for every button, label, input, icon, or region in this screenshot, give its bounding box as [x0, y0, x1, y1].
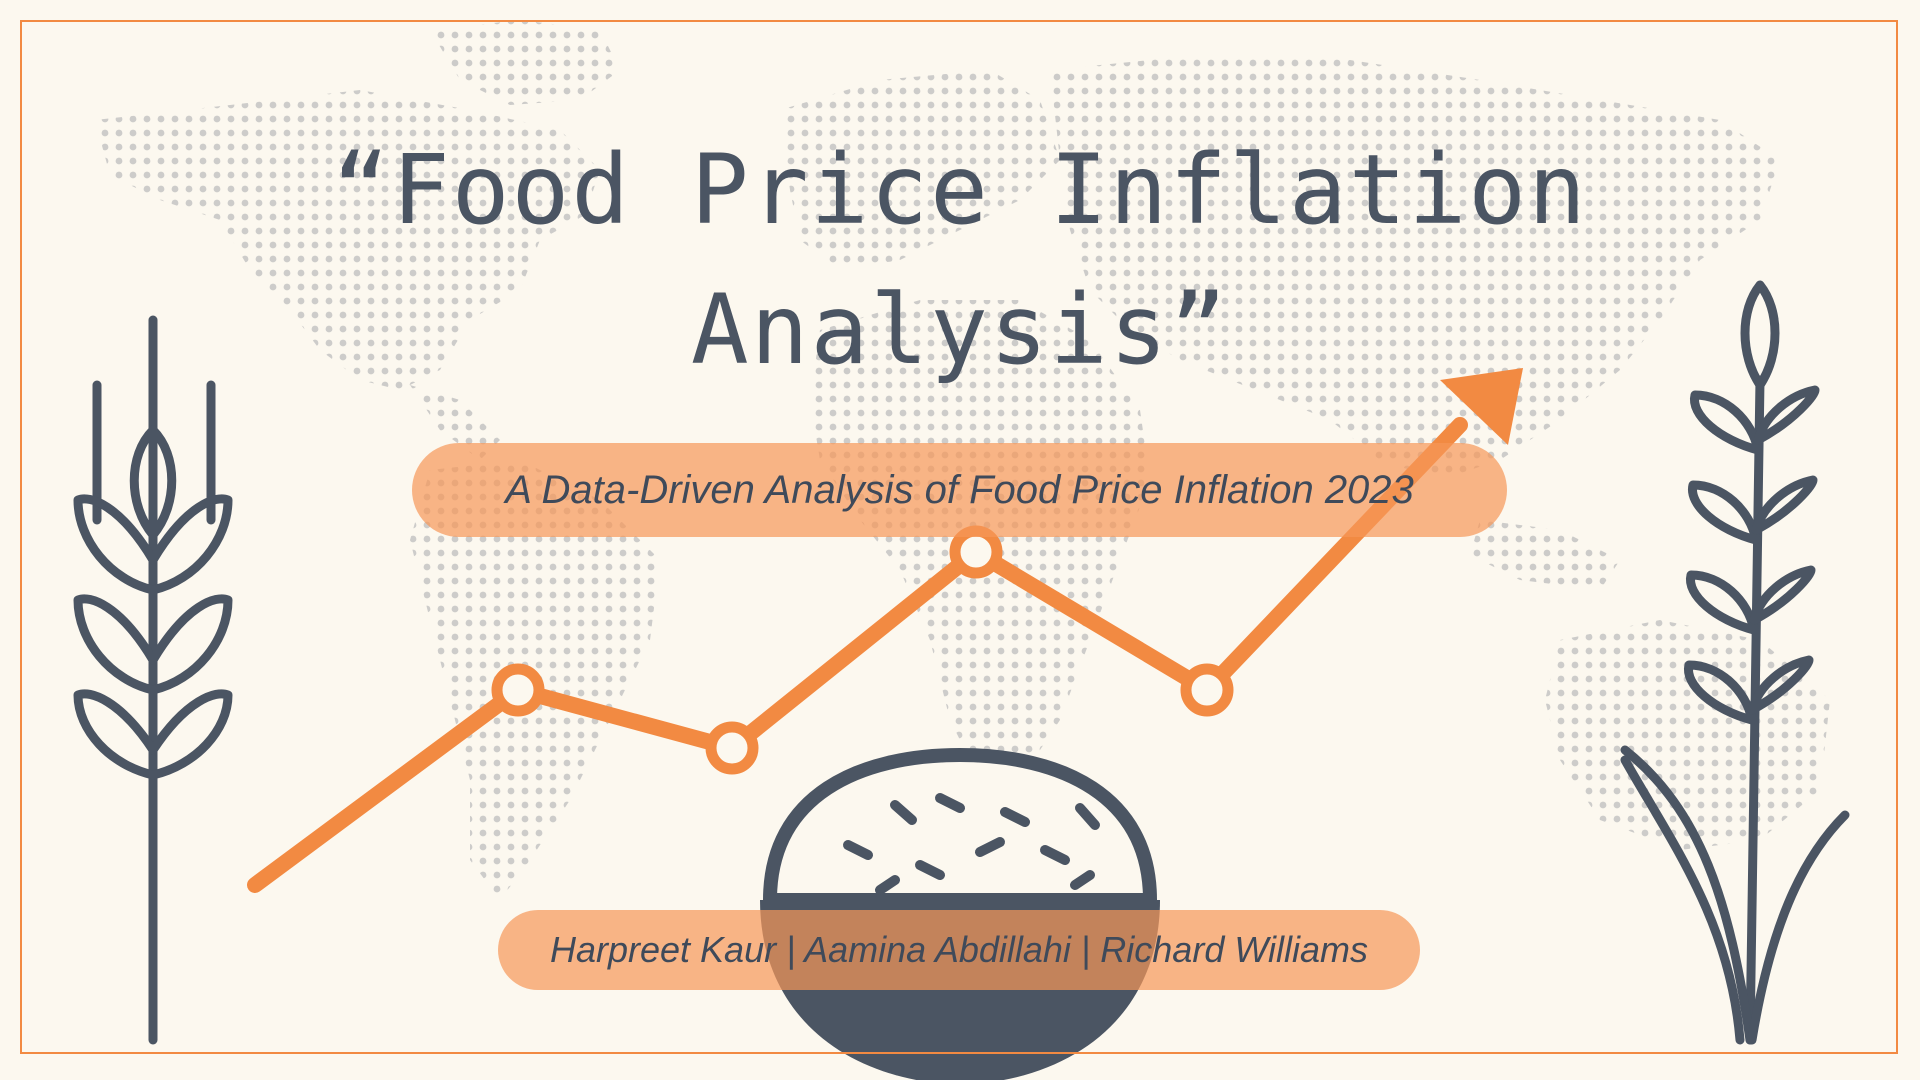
slide-title: “Food Price Inflation Analysis” [0, 120, 1920, 400]
title-line-1: “Food Price Inflation [332, 134, 1588, 246]
subtitle-text: A Data-Driven Analysis of Food Price Inf… [505, 467, 1414, 512]
authors-banner: Harpreet Kaur | Aamina Abdillahi | Richa… [498, 910, 1420, 990]
authors-text: Harpreet Kaur | Aamina Abdillahi | Richa… [549, 929, 1368, 970]
wheat-stalk-icon [73, 315, 233, 1045]
title-line-2: Analysis” [690, 274, 1230, 386]
trend-markers [491, 525, 1234, 775]
trend-marker [1180, 663, 1234, 717]
trend-marker [705, 721, 759, 775]
trend-marker [491, 663, 545, 717]
trend-line-arrow [247, 368, 1523, 893]
rice-plant-icon [1620, 280, 1850, 1045]
subtitle-banner: A Data-Driven Analysis of Food Price Inf… [412, 443, 1507, 537]
world-map-dots [95, 20, 1830, 900]
trend-marker [949, 525, 1003, 579]
